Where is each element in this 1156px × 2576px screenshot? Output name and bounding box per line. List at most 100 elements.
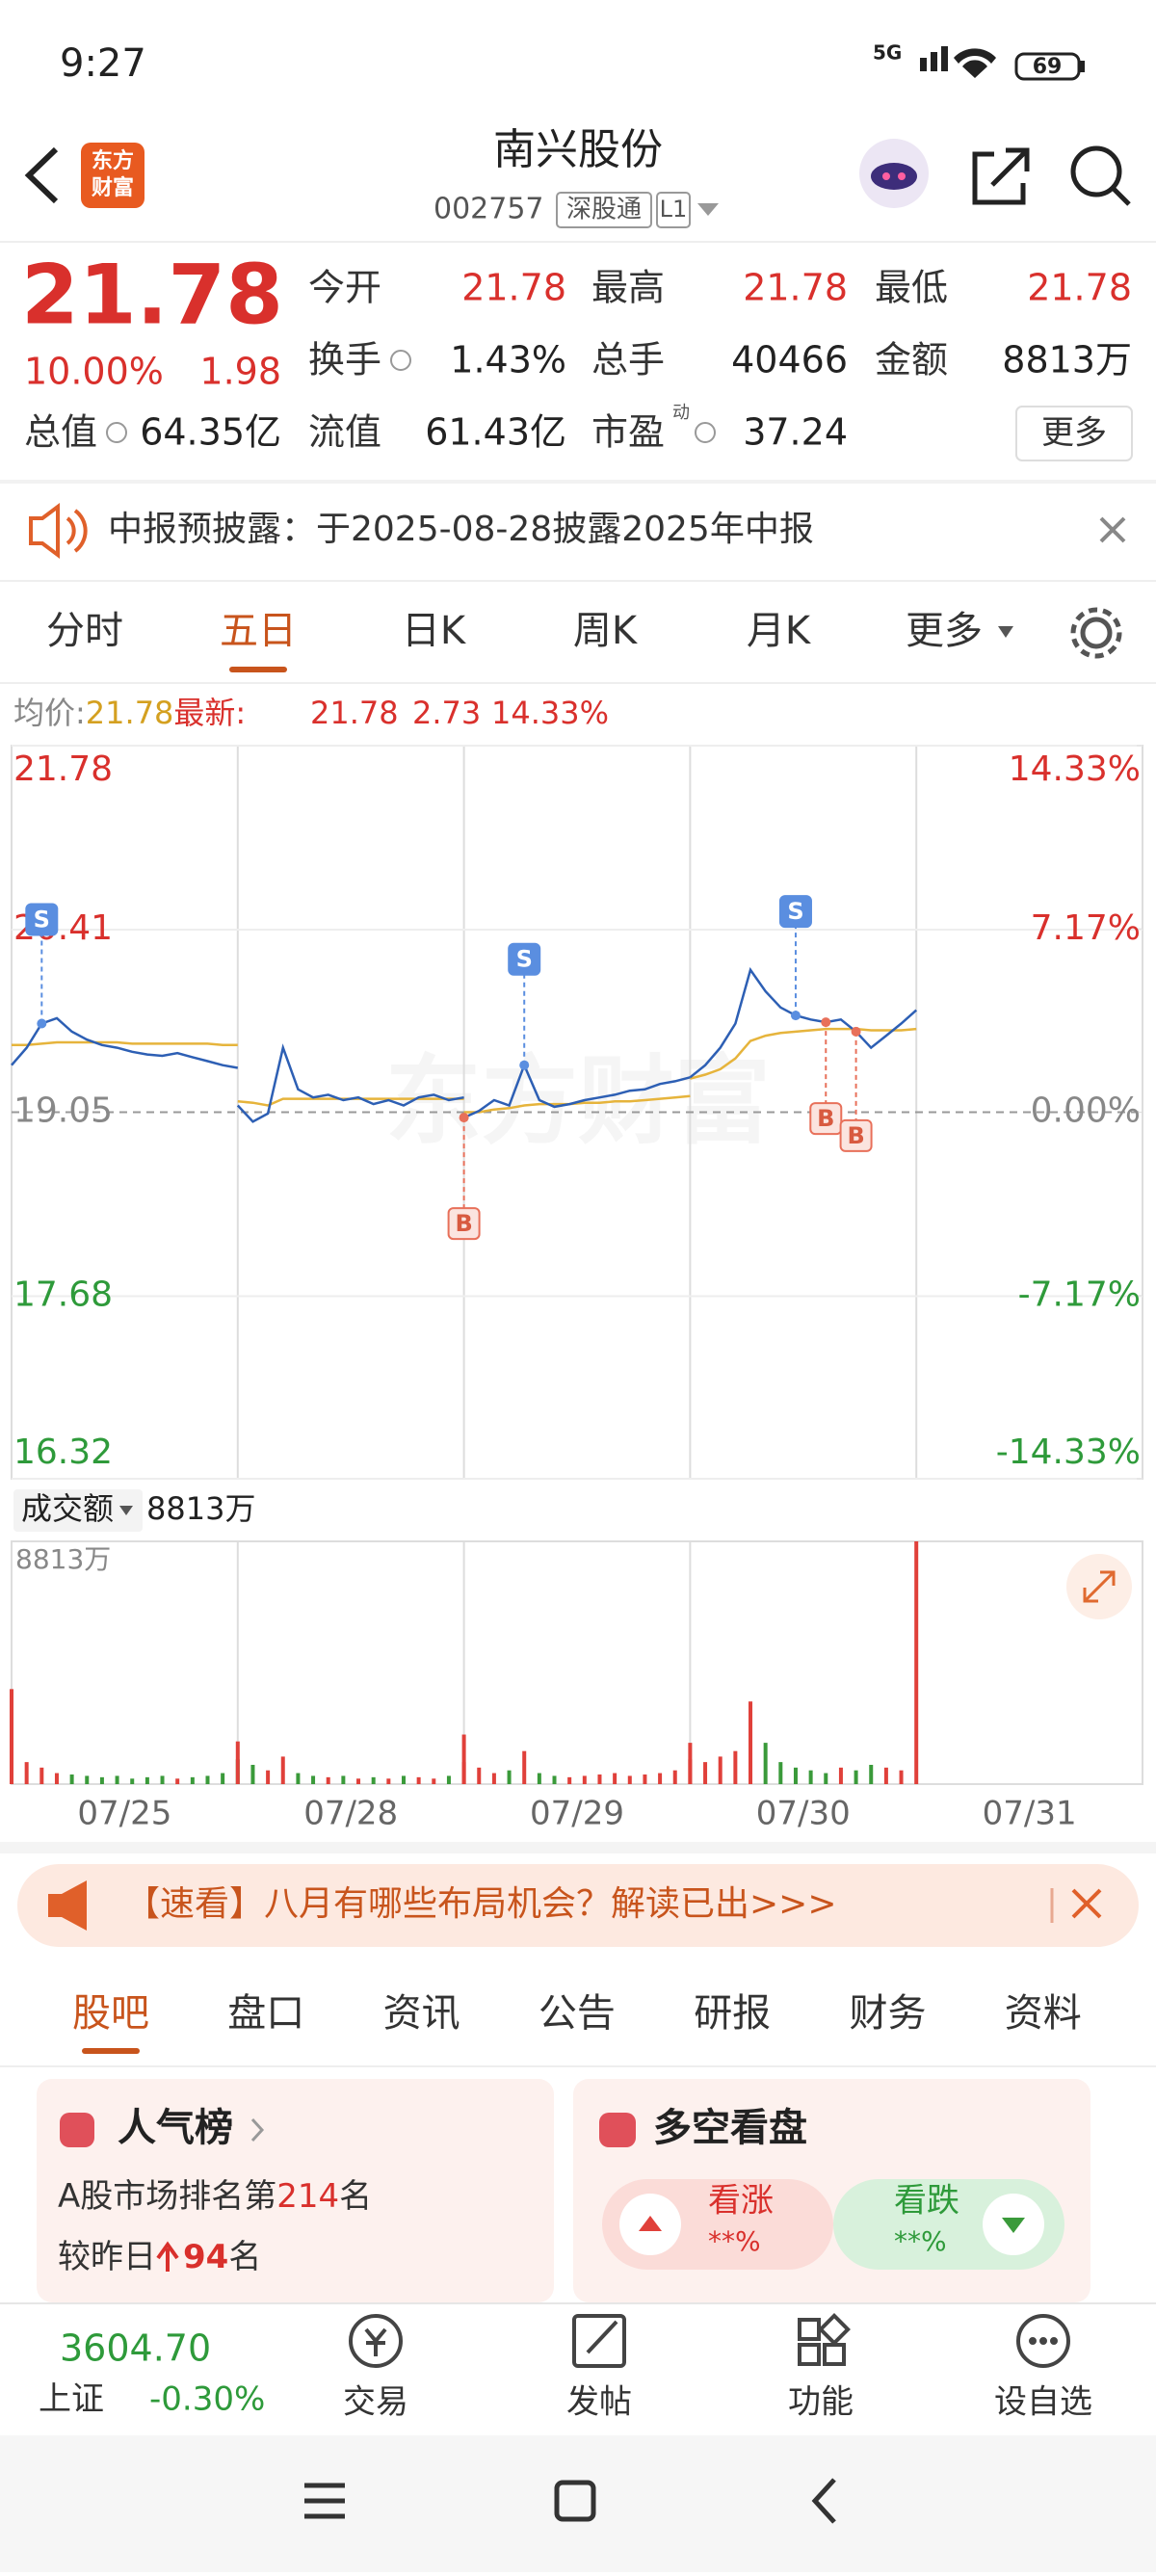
price-line xyxy=(11,1016,239,1069)
volume-bar xyxy=(341,1775,346,1784)
section-tab[interactable]: 资讯 xyxy=(383,1991,460,2036)
volume-bar xyxy=(914,1541,919,1784)
banner[interactable] xyxy=(17,1864,1139,1947)
volume-bar xyxy=(582,1775,587,1784)
volume-bar xyxy=(461,1734,466,1784)
volume-bar xyxy=(401,1775,406,1784)
volume-bar xyxy=(115,1775,119,1784)
chart-tab[interactable]: 五日 xyxy=(220,609,297,653)
field-note: 动 xyxy=(672,403,690,423)
down-arrow xyxy=(1002,2218,1025,2233)
volume-bar xyxy=(703,1762,708,1784)
close-notice[interactable] xyxy=(1099,516,1126,543)
field-value: 21.78 xyxy=(461,267,566,309)
text-part: 2.73 xyxy=(412,695,481,731)
action-label[interactable]: 交易 xyxy=(343,2383,408,2422)
up-arrow xyxy=(639,2216,662,2231)
text-part: 名 xyxy=(339,2177,372,2216)
volume-bar xyxy=(280,1756,285,1784)
y2-tick-label: -14.33% xyxy=(996,1433,1141,1472)
level: L1 xyxy=(660,196,688,223)
volume-bar xyxy=(597,1774,602,1784)
assistant-avatar[interactable] xyxy=(859,139,929,208)
section-tab[interactable]: 资料 xyxy=(1005,1991,1082,2036)
volume-bar xyxy=(371,1776,376,1784)
field-value: 21.78 xyxy=(743,267,848,309)
notice-text[interactable]: 中报预披露：于2025-08-28披露2025年中报 xyxy=(108,510,814,549)
info-icon xyxy=(695,422,716,443)
field-value: 1.43% xyxy=(450,339,566,381)
change-pct: 10.00% xyxy=(24,351,164,393)
chart-tab[interactable]: 月K xyxy=(747,609,812,653)
section-tab[interactable]: 盘口 xyxy=(227,1991,304,2036)
expand-button[interactable] xyxy=(1066,1554,1132,1619)
section-tab[interactable]: 财务 xyxy=(850,1991,927,2036)
field-label: 总手 xyxy=(591,339,665,381)
chart-tab[interactable]: 日K xyxy=(402,609,467,653)
trade-label: B xyxy=(817,1105,834,1132)
chart-tab[interactable]: 分时 xyxy=(46,609,123,653)
volume-bar xyxy=(54,1773,59,1784)
volume-title[interactable]: 成交额 xyxy=(21,1490,114,1527)
action-label[interactable]: 设自选 xyxy=(994,2383,1092,2422)
settings-button[interactable] xyxy=(1070,607,1122,659)
y2-tick-label: 7.17% xyxy=(1031,908,1141,948)
popularity-icon xyxy=(60,2113,94,2147)
field-value: 8813万 xyxy=(1002,339,1132,381)
volume-bar xyxy=(221,1773,225,1784)
more-button[interactable]: 更多 xyxy=(1041,414,1107,453)
dropdown xyxy=(998,626,1013,638)
volume-bar xyxy=(808,1770,813,1784)
section-tab[interactable]: 公告 xyxy=(539,1991,616,2036)
section-tab[interactable]: 研报 xyxy=(694,1991,771,2036)
trade-label: B xyxy=(455,1210,472,1237)
volume-bar xyxy=(144,1776,149,1784)
index-value[interactable]: 3604.70 xyxy=(60,2327,211,2370)
banner-text[interactable]: 【速看】八月有哪些布局机会？解读已出>>> xyxy=(125,1884,837,1924)
y-tick-label: 8813万 xyxy=(15,1543,111,1575)
volume-bar xyxy=(160,1775,165,1784)
divider xyxy=(0,580,1156,582)
rank-line: A股市场排名第214名 xyxy=(58,2177,372,2216)
legend-last: 21.78 xyxy=(310,695,399,731)
dropdown xyxy=(119,1506,133,1515)
chart-tab[interactable]: 更多 xyxy=(906,609,983,653)
volume-bar xyxy=(85,1775,90,1784)
section-tab[interactable]: 股吧 xyxy=(72,1991,149,2036)
close-banner[interactable] xyxy=(1071,1888,1102,1919)
trade-label: S xyxy=(516,946,533,973)
share-button[interactable] xyxy=(972,147,1030,205)
bear-label: 看跌 xyxy=(894,2182,959,2221)
trade-dot xyxy=(851,1026,861,1037)
volume-bar xyxy=(250,1764,255,1784)
text-part: 14.33% xyxy=(491,695,609,731)
volume-bar xyxy=(190,1776,195,1784)
volume-selector xyxy=(13,1489,143,1532)
trade-badge xyxy=(839,1118,873,1152)
card-title: 多空看盘 xyxy=(653,2106,807,2150)
volume-bar xyxy=(416,1776,421,1784)
volume-bar xyxy=(311,1775,316,1784)
text-part: 较昨日 xyxy=(58,2238,156,2276)
chart-tab[interactable]: 周K xyxy=(573,609,639,653)
app-logo xyxy=(81,143,144,208)
action-label[interactable]: 发帖 xyxy=(566,2383,632,2422)
divider xyxy=(0,241,1156,243)
action-label[interactable]: 功能 xyxy=(788,2383,854,2422)
text-part: A股市场排名第 xyxy=(58,2177,276,2216)
field-label: 今开 xyxy=(308,267,381,309)
y-tick-label: 16.32 xyxy=(13,1433,113,1472)
field-value: 40466 xyxy=(731,339,848,381)
search-button[interactable] xyxy=(1070,145,1131,206)
more-button[interactable] xyxy=(1015,406,1133,461)
volume-bar xyxy=(99,1776,104,1784)
divider xyxy=(0,2065,1156,2067)
megaphone-icon xyxy=(48,1880,87,1931)
volume-bar xyxy=(718,1756,722,1784)
volume-bar xyxy=(24,1762,29,1784)
nav-icons[interactable] xyxy=(304,2478,836,2524)
back-button[interactable] xyxy=(24,146,59,204)
volume-bar xyxy=(69,1774,74,1784)
text-part: 94 xyxy=(183,2238,228,2276)
